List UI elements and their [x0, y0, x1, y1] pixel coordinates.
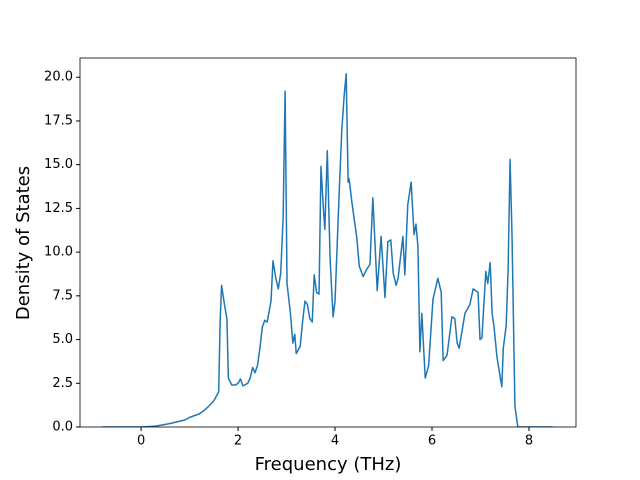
- x-tick-label: 6: [428, 434, 436, 449]
- x-tick-label: 8: [525, 434, 533, 449]
- y-tick-label: 17.5: [44, 113, 73, 128]
- x-tick-label: 2: [234, 434, 242, 449]
- y-tick-label: 20.0: [44, 70, 73, 85]
- y-tick-label: 5.0: [52, 332, 73, 347]
- y-tick-label: 0.0: [52, 420, 73, 435]
- y-tick-label: 15.0: [44, 157, 73, 172]
- y-tick-label: 7.5: [52, 288, 73, 303]
- x-tick-label: 0: [137, 434, 145, 449]
- x-tick-label: 4: [331, 434, 339, 449]
- y-tick-label: 10.0: [44, 245, 73, 260]
- line-series: [102, 72, 553, 427]
- y-tick-label: 12.5: [44, 201, 73, 216]
- y-axis-label: Density of States: [13, 166, 34, 320]
- y-tick-label: 2.5: [52, 376, 73, 391]
- plot-frame: [79, 57, 577, 428]
- x-axis-label: Frequency (THz): [255, 454, 402, 475]
